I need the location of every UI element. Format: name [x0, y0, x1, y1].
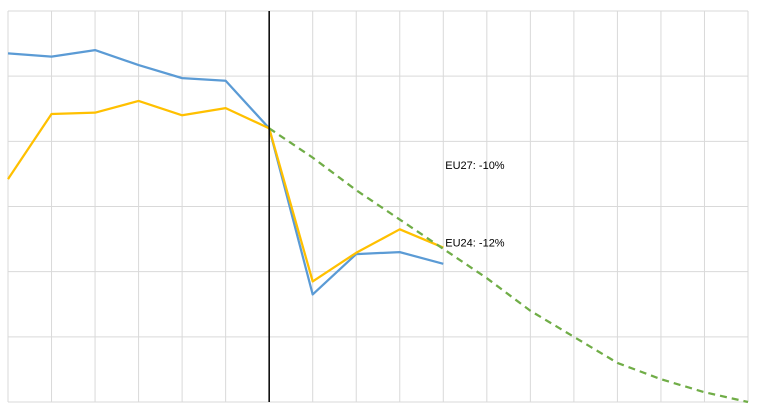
series-group	[7, 48, 749, 404]
series-line-3	[268, 127, 749, 404]
data-labels: EU27: -10% EU24: -12%	[445, 160, 505, 250]
data-label-2: EU24: -12%	[445, 238, 505, 250]
grid	[7, 10, 749, 403]
data-label-1: EU27: -10%	[445, 160, 505, 172]
series-line-1	[7, 48, 444, 296]
series-line-2	[7, 99, 444, 283]
